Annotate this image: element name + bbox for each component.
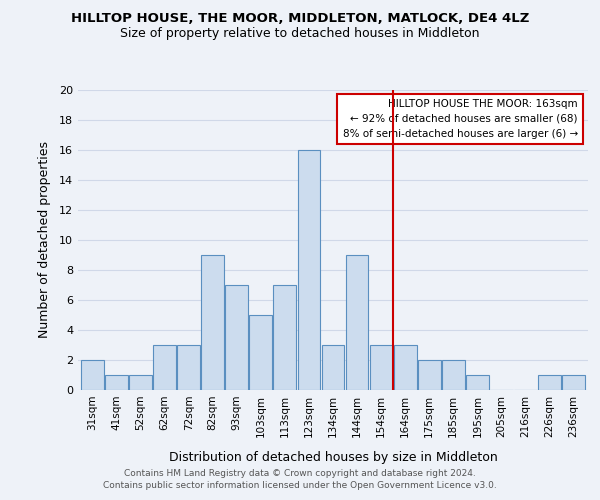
Bar bbox=[466, 375, 489, 390]
Bar bbox=[538, 375, 561, 390]
Bar bbox=[226, 285, 248, 390]
Bar bbox=[153, 345, 176, 390]
Bar bbox=[250, 315, 272, 390]
X-axis label: Distribution of detached houses by size in Middleton: Distribution of detached houses by size … bbox=[169, 451, 497, 464]
Bar bbox=[394, 345, 416, 390]
Bar bbox=[370, 345, 392, 390]
Text: Contains public sector information licensed under the Open Government Licence v3: Contains public sector information licen… bbox=[103, 481, 497, 490]
Bar bbox=[105, 375, 128, 390]
Text: HILLTOP HOUSE THE MOOR: 163sqm
← 92% of detached houses are smaller (68)
8% of s: HILLTOP HOUSE THE MOOR: 163sqm ← 92% of … bbox=[343, 99, 578, 138]
Bar bbox=[418, 360, 440, 390]
Text: Contains HM Land Registry data © Crown copyright and database right 2024.: Contains HM Land Registry data © Crown c… bbox=[124, 468, 476, 477]
Bar bbox=[129, 375, 152, 390]
Bar bbox=[322, 345, 344, 390]
Bar bbox=[81, 360, 104, 390]
Y-axis label: Number of detached properties: Number of detached properties bbox=[38, 142, 50, 338]
Text: Size of property relative to detached houses in Middleton: Size of property relative to detached ho… bbox=[120, 28, 480, 40]
Bar bbox=[177, 345, 200, 390]
Bar bbox=[201, 255, 224, 390]
Bar bbox=[274, 285, 296, 390]
Bar bbox=[298, 150, 320, 390]
Bar bbox=[346, 255, 368, 390]
Bar bbox=[562, 375, 585, 390]
Bar bbox=[442, 360, 465, 390]
Text: HILLTOP HOUSE, THE MOOR, MIDDLETON, MATLOCK, DE4 4LZ: HILLTOP HOUSE, THE MOOR, MIDDLETON, MATL… bbox=[71, 12, 529, 26]
